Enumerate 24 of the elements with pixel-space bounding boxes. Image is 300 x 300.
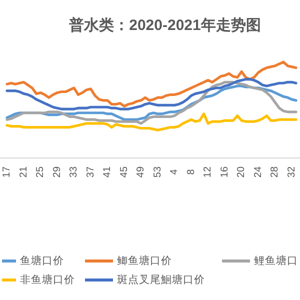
chart-title: 普水类：2020-2021年走势图	[68, 16, 261, 34]
legend-label: 非鱼塘口价	[20, 273, 75, 286]
x-tick-label: 16	[219, 166, 230, 178]
x-tick-label: 37	[85, 166, 96, 178]
x-tick-label: 20	[236, 166, 248, 178]
x-tick-label: 53	[152, 166, 164, 178]
x-tick-label: 4	[169, 168, 180, 175]
x-tick-label: 49	[136, 166, 147, 178]
legend-label: 鲤鱼塘口	[254, 254, 298, 267]
x-tick-label: 21	[18, 166, 30, 178]
legend-label: 鲫鱼塘口价	[117, 254, 172, 267]
x-tick-label: 41	[102, 166, 114, 178]
x-tick-label: 45	[118, 166, 130, 178]
x-tick-label: 33	[68, 166, 80, 178]
x-tick-label: 24	[252, 166, 264, 178]
x-tick-label: 25	[35, 166, 46, 178]
x-tick-label: 29	[52, 166, 63, 178]
x-tick-label: 12	[202, 166, 214, 178]
x-tick-label: 32	[286, 166, 298, 178]
x-tick-label: 17	[2, 166, 12, 178]
x-tick-label: 8	[186, 168, 197, 175]
x-tick-label: 28	[270, 166, 281, 178]
legend-label: 鱼塘口价	[20, 254, 64, 267]
legend-label: 斑点叉尾鮰塘口价	[117, 273, 205, 286]
